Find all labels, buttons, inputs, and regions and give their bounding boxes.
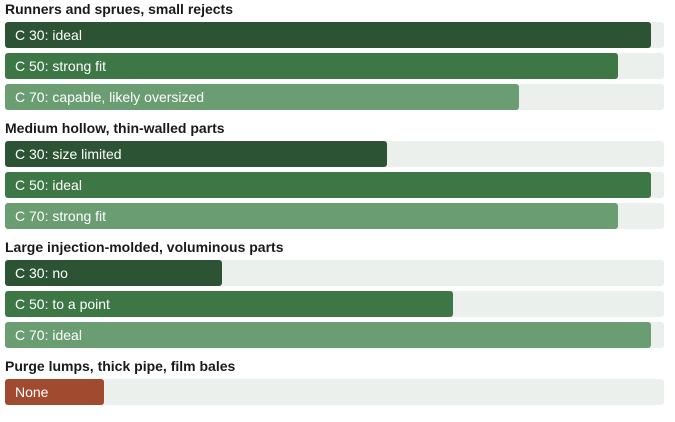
bar [5, 141, 387, 167]
bar-label: C 30: size limited [15, 146, 122, 162]
bar [5, 322, 651, 348]
bar-track: C 30: ideal [5, 22, 664, 48]
bar-track: C 70: strong fit [5, 203, 664, 229]
bar-label: C 70: capable, likely oversized [15, 89, 205, 105]
bar-track: C 70: capable, likely oversized [5, 84, 664, 110]
group-title: Medium hollow, thin-walled parts [5, 120, 225, 136]
group-title: Purge lumps, thick pipe, film bales [5, 358, 236, 374]
bar-label: C 50: to a point [15, 296, 110, 312]
bar [5, 379, 104, 405]
bar-track: C 30: no [5, 260, 664, 286]
bar [5, 291, 453, 317]
bar [5, 172, 651, 198]
bar [5, 203, 618, 229]
bar-label: C 50: ideal [15, 177, 82, 193]
bar-track: None [5, 379, 664, 405]
bar [5, 84, 519, 110]
group-title: Large injection-molded, voluminous parts [5, 239, 284, 255]
bar [5, 53, 618, 79]
bar-track: C 70: ideal [5, 322, 664, 348]
bar-label: C 70: strong fit [15, 208, 107, 224]
bar-label: C 70: ideal [15, 327, 82, 343]
group-title: Runners and sprues, small rejects [5, 1, 233, 17]
bar-track: C 30: size limited [5, 141, 664, 167]
bar-track: C 50: ideal [5, 172, 664, 198]
bar-track: C 50: to a point [5, 291, 664, 317]
bar-label: C 30: ideal [15, 27, 82, 43]
bar [5, 22, 651, 48]
bar-track: C 50: strong fit [5, 53, 664, 79]
bar [5, 260, 222, 286]
bar-label: C 30: no [15, 265, 68, 281]
bar-label: None [15, 384, 49, 400]
bar-label: C 50: strong fit [15, 58, 107, 74]
